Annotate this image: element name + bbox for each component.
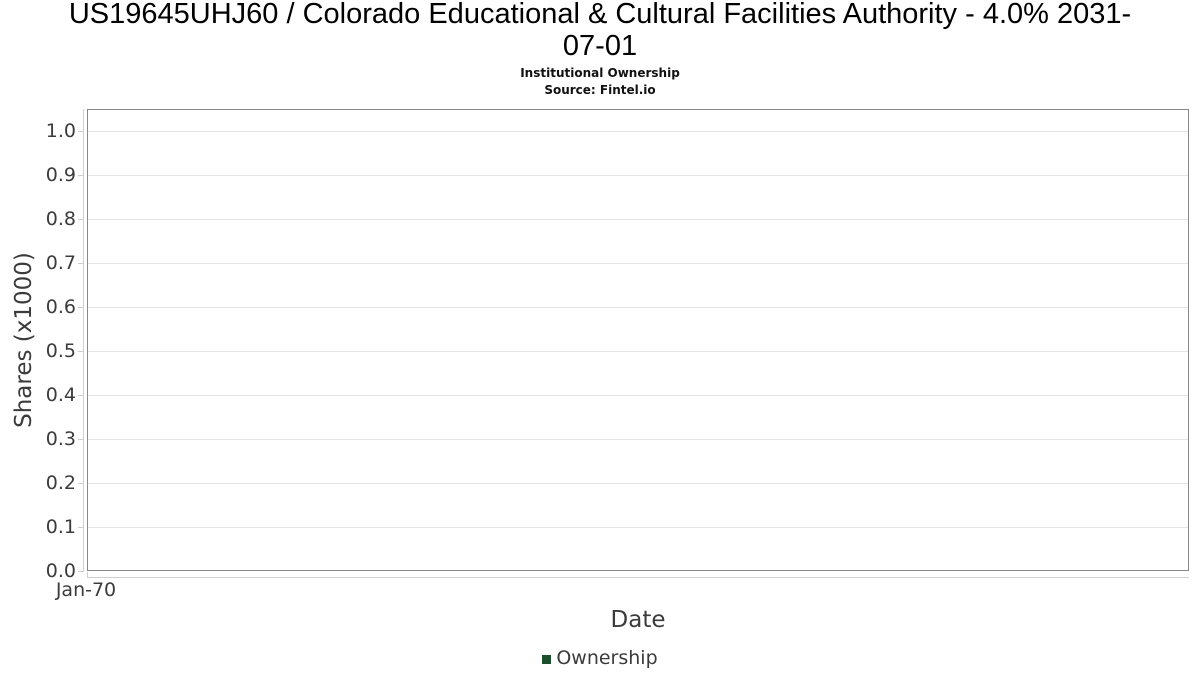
gridline [88,439,1188,440]
y-tick-mark [78,131,84,132]
y-tick-label: 0.7 [45,252,76,274]
gridline [88,263,1188,264]
chart-source-attribution: Source: Fintel.io [544,83,656,97]
y-tick-mark [78,571,84,572]
y-tick-label: 0.8 [45,208,76,230]
gridline [88,527,1188,528]
y-tick-mark [78,175,84,176]
gridline [88,219,1188,220]
gridline [88,131,1188,132]
y-axis-title: Shares (x1000) [11,252,37,428]
x-tick-mark [87,572,88,577]
chart-title-line-1: US19645UHJ60 / Colorado Educational & Cu… [68,0,1132,30]
legend-swatch-ownership [542,654,552,664]
y-axis-domain-line [83,109,84,571]
y-tick-mark [78,351,84,352]
y-tick-label: 0.4 [45,384,76,406]
y-tick-label: 0.6 [45,296,76,318]
chart-subtitle: Institutional Ownership [520,66,680,80]
gridline [88,395,1188,396]
y-tick-label: 1.0 [45,120,76,142]
chart-title: US19645UHJ60 / Colorado Educational & Cu… [0,0,1200,62]
gridline [88,351,1188,352]
y-tick-mark [78,307,84,308]
y-tick-mark [78,483,84,484]
x-axis-domain-line [87,577,1189,578]
chart-title-line-2: 07-01 [562,30,638,62]
x-axis-title: Date [610,607,666,633]
y-tick-mark [78,219,84,220]
x-tick-label: Jan-70 [55,579,117,601]
y-tick-label: 0.5 [45,340,76,362]
legend: Ownership [0,646,1200,670]
y-tick-label: 0.2 [45,472,76,494]
y-tick-mark [78,263,84,264]
y-tick-label: 0.9 [45,164,76,186]
y-tick-mark [78,527,84,528]
y-tick-label: 0.0 [45,560,76,582]
y-tick-mark [78,439,84,440]
gridline [88,307,1188,308]
y-tick-mark [78,395,84,396]
gridline [88,483,1188,484]
y-tick-label: 0.3 [45,428,76,450]
plot-area [87,109,1189,571]
gridline [88,175,1188,176]
legend-label-ownership: Ownership [556,647,658,669]
y-tick-label: 0.1 [45,516,76,538]
